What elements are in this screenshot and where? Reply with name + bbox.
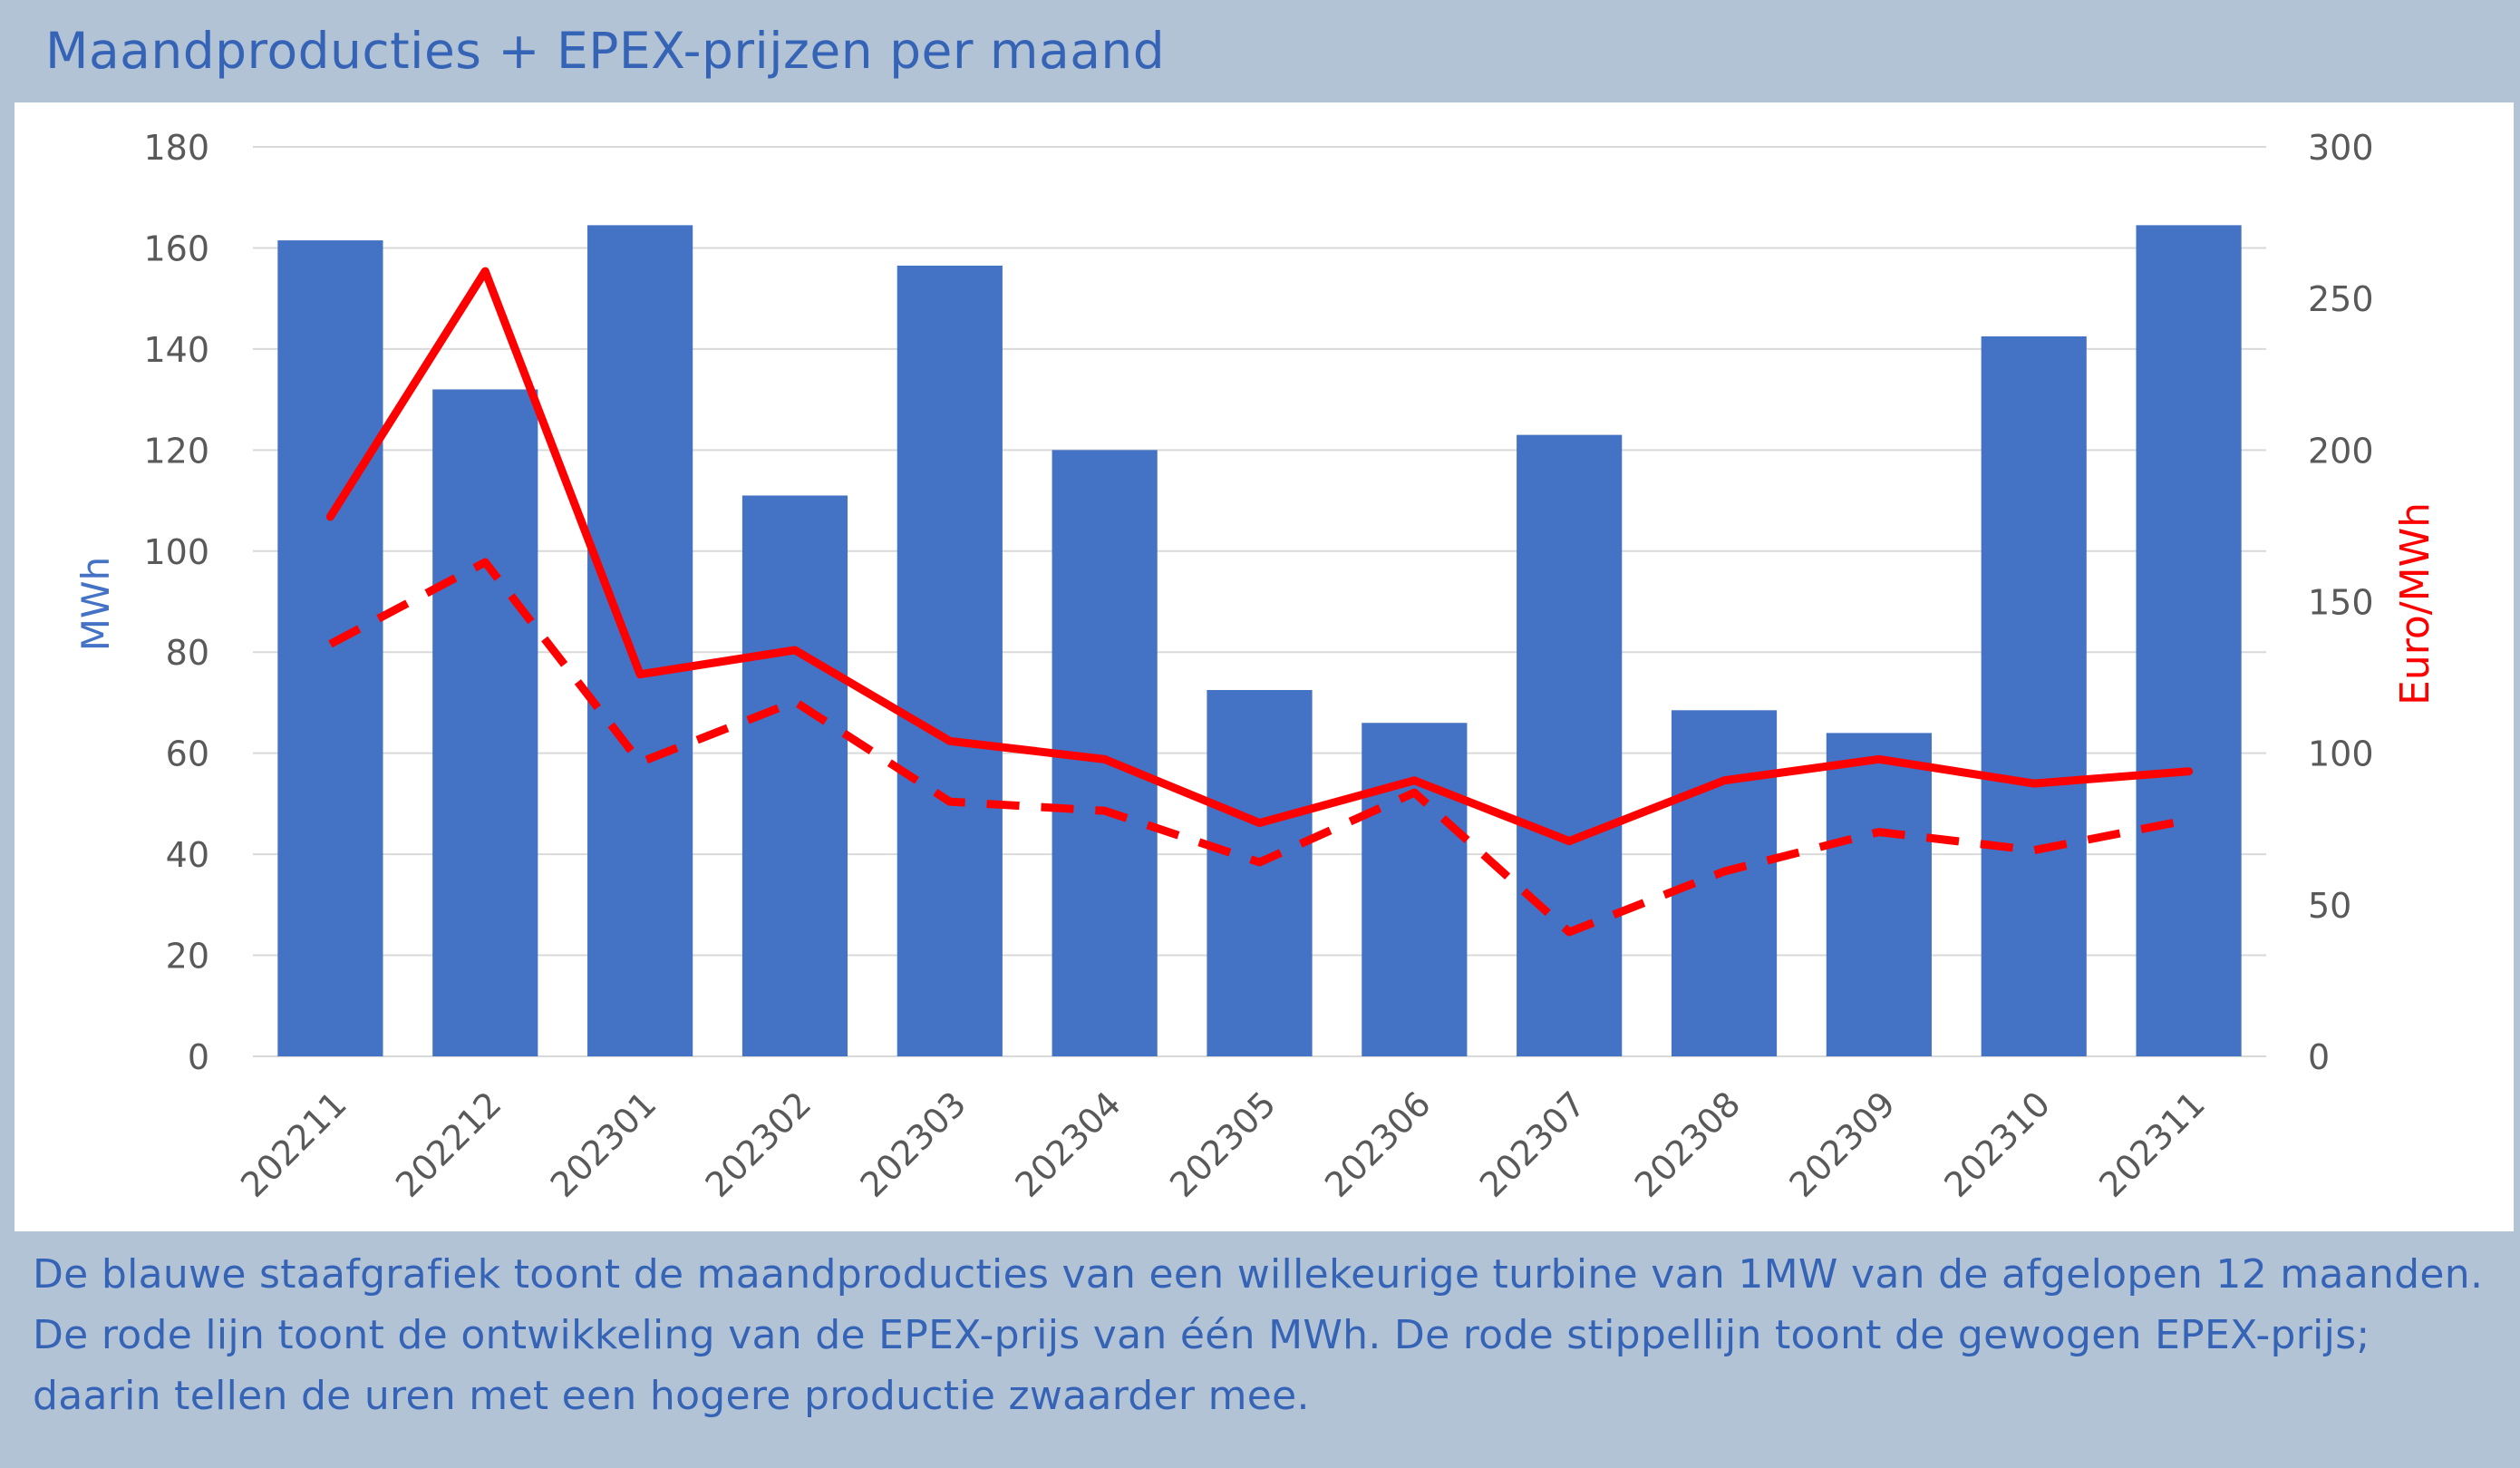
bar [1517,434,1623,1056]
y-tick-label: 140 [143,330,209,370]
category-axis-ticks: 202211 202212 202301 202302 202303 202304 2023… [233,1084,2213,1205]
y-tick-label: 0 [188,1037,209,1077]
x-tick-label: 202310 [1936,1084,2058,1205]
x-tick-label: 202307 [1472,1084,1594,1205]
y2-tick-label: 0 [2308,1037,2330,1077]
x-tick-label: 202212 [388,1084,509,1205]
caption-line-3: daarin tellen de uren met een hogere pro… [33,1373,1310,1419]
x-tick-label: 202309 [1782,1084,1904,1205]
x-tick-label: 202311 [2091,1084,2213,1205]
plot-panel: 0 20 40 60 80 100 120 140 160 180 0 50 100 150 200 250… [15,102,2514,1231]
bar [432,389,538,1056]
caption-line-2: De rode lijn toont de ontwikkeling van d… [33,1312,2370,1358]
x-tick-label: 202301 [543,1084,664,1205]
x-tick-label: 202302 [698,1084,819,1205]
y-tick-label: 40 [166,835,209,875]
y-tick-label: 80 [166,633,209,673]
header-band: Maandproducties + EPEX-prijzen per maand [0,0,2520,102]
bar [277,240,383,1056]
right-axis-label: Euro/MWh [2392,502,2438,705]
bar [1207,690,1313,1056]
price-line [325,267,2194,846]
bar [1826,733,1932,1056]
bar [2136,225,2242,1056]
bar [587,225,693,1056]
bar [1362,723,1468,1056]
left-axis-label: MWh [73,557,118,651]
line-series [325,267,2194,937]
y2-tick-label: 100 [2308,734,2374,774]
y2-tick-label: 50 [2308,886,2351,926]
bar [897,265,1003,1056]
x-tick-label: 202308 [1627,1084,1749,1205]
right-axis-ticks: 0 50 100 150 200 250 300 [2308,128,2374,1077]
x-tick-label: 202211 [233,1084,354,1205]
x-tick-label: 202304 [1007,1084,1129,1205]
y-tick-label: 60 [166,734,209,774]
caption-line-1: De blauwe staafgrafiek toont de maandpro… [33,1251,2484,1298]
x-tick-label: 202306 [1317,1084,1439,1205]
y2-tick-label: 300 [2308,128,2374,168]
weighted-price-line [328,558,2190,937]
x-tick-label: 202305 [1162,1084,1284,1205]
y-tick-label: 20 [166,937,209,977]
bar-series [277,225,2242,1056]
y2-tick-label: 200 [2308,431,2374,471]
y2-tick-label: 150 [2308,583,2374,623]
y-tick-label: 100 [143,532,209,572]
caption-band: De blauwe staafgrafiek toont de maandpro… [0,1231,2520,1468]
bar [741,495,848,1056]
x-tick-label: 202303 [852,1084,974,1205]
y2-tick-label: 250 [2308,279,2374,319]
y-tick-label: 180 [143,128,209,168]
bar [1981,335,2087,1056]
combo-chart: 0 20 40 60 80 100 120 140 160 180 0 50 100 150 200 250… [73,128,2438,1205]
y-tick-label: 160 [143,228,209,268]
chart-title: Maandproducties + EPEX-prijzen per maand [45,22,1166,80]
y-tick-label: 120 [143,431,209,471]
left-axis-ticks: 0 20 40 60 80 100 120 140 160 180 [143,128,209,1077]
